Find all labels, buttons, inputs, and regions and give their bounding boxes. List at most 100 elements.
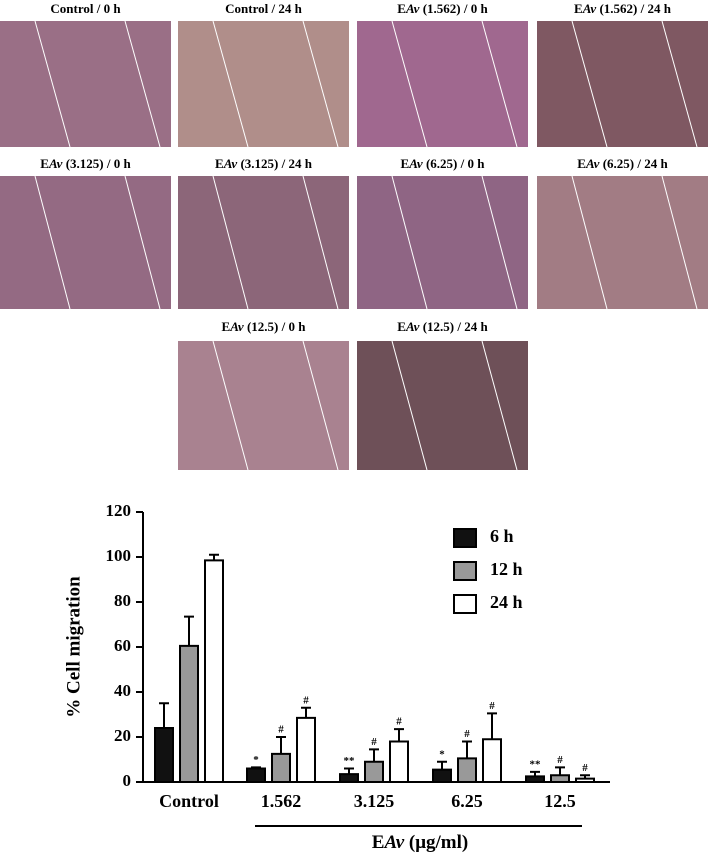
significance-mark: # — [582, 762, 588, 774]
micrograph — [357, 341, 528, 470]
panel-label: EAv (6.25) / 0 h — [401, 156, 486, 171]
error-bar — [184, 615, 194, 646]
legend-swatch — [453, 561, 477, 581]
x-tick-label: 12.5 — [544, 791, 576, 811]
micrograph — [537, 21, 708, 147]
micrograph — [178, 341, 349, 470]
x-axis-title-part: (μg/ml) — [404, 832, 468, 853]
significance-mark: # — [464, 728, 470, 740]
wound-edge — [661, 175, 698, 310]
bar — [364, 760, 384, 783]
error-bar — [276, 736, 286, 754]
bar — [525, 775, 545, 783]
wound-edge — [124, 175, 161, 310]
panel-label: EAv (12.5) / 0 h — [222, 319, 307, 334]
panel-label-part: Control / 0 h — [50, 1, 121, 16]
panel-label-part: (1.562) / 0 h — [419, 1, 488, 16]
significance-mark: # — [278, 724, 284, 736]
panel-label-part: (3.125) / 24 h — [237, 156, 313, 171]
panel-label-part: (6.25) / 0 h — [423, 156, 486, 171]
panel-label: EAv (3.125) / 24 h — [215, 156, 313, 171]
panel-label-part: E — [397, 319, 406, 334]
y-tick-label: 20 — [114, 726, 131, 745]
x-tick-label: Control — [159, 791, 219, 811]
bar — [246, 767, 266, 783]
panel-label-part: Av — [48, 156, 63, 171]
panel-label-part: (12.5) / 24 h — [419, 319, 488, 334]
wound-edge — [481, 175, 518, 310]
legend-label: 6 h — [490, 526, 514, 546]
error-bar — [437, 760, 447, 770]
x-tick-label: 1.562 — [261, 791, 302, 811]
panel-label-part: E — [397, 1, 406, 16]
panel-label-part: Av — [223, 156, 238, 171]
wound-edge — [571, 20, 608, 148]
panel-label-part: Control / 24 h — [225, 1, 302, 16]
x-axis-title-part: E — [372, 832, 385, 853]
micrograph — [178, 176, 349, 309]
x-tick-label: 3.125 — [354, 791, 395, 811]
wound-edge — [391, 340, 428, 471]
panel-label-part: Av — [585, 156, 600, 171]
panel-label-part: E — [40, 156, 49, 171]
panel-label: EAv (6.25) / 24 h — [577, 156, 668, 171]
wound-edge — [212, 175, 249, 310]
wound-edge — [391, 175, 428, 310]
wound-edge — [302, 20, 339, 148]
panel-label-part: Av — [408, 156, 423, 171]
significance-mark: # — [371, 736, 377, 748]
wound-edge — [661, 20, 698, 148]
significance-mark: * — [253, 754, 259, 766]
wound-edge — [124, 20, 161, 148]
x-tick-label: 6.25 — [451, 791, 483, 811]
error-bar — [580, 774, 590, 779]
wound-edge — [212, 340, 249, 471]
micrograph — [178, 21, 349, 147]
panel-label-part: E — [401, 156, 410, 171]
x-axis-title-part: Av — [383, 832, 404, 853]
bar — [154, 727, 174, 783]
micrograph — [357, 21, 528, 147]
bar — [575, 777, 595, 783]
wound-edge — [391, 20, 428, 148]
panel-label: Control / 0 h — [50, 1, 121, 16]
legend-swatch — [453, 594, 477, 614]
error-bar — [209, 553, 219, 561]
panel-label-part: E — [574, 1, 583, 16]
bar — [432, 768, 452, 783]
micrograph — [0, 176, 171, 309]
error-bar — [159, 702, 169, 728]
wound-edge — [571, 175, 608, 310]
panel-label-part: E — [215, 156, 224, 171]
panel-label-part: E — [222, 319, 231, 334]
panel-label: Control / 24 h — [225, 1, 302, 16]
significance-mark: # — [303, 694, 309, 706]
panel-label-part: (1.562) / 24 h — [596, 1, 672, 16]
wound-edge — [302, 340, 339, 471]
error-bar — [487, 712, 497, 740]
error-bar — [462, 740, 472, 759]
panel-label: EAv (3.125) / 0 h — [40, 156, 131, 171]
bar — [550, 774, 570, 783]
bar — [339, 773, 359, 783]
y-tick-label: 100 — [106, 546, 132, 565]
bar — [482, 738, 502, 783]
panel-label-part: Av — [582, 1, 597, 16]
micrograph — [537, 176, 708, 309]
significance-mark: * — [439, 748, 445, 760]
bar — [389, 740, 409, 783]
wound-edge — [481, 340, 518, 471]
panel-label-part: (6.25) / 24 h — [599, 156, 668, 171]
significance-mark: # — [557, 754, 563, 766]
wound-edge — [34, 175, 71, 310]
micrograph — [0, 21, 171, 147]
error-bar — [394, 728, 404, 742]
significance-mark: ** — [344, 755, 356, 767]
wound-edge — [302, 175, 339, 310]
y-tick-label: 40 — [114, 681, 131, 700]
wound-edge — [34, 20, 71, 148]
panel-label-part: Av — [405, 319, 420, 334]
panel-label: EAv (12.5) / 24 h — [397, 319, 488, 334]
legend-label: 24 h — [490, 592, 523, 612]
bar — [457, 757, 477, 783]
